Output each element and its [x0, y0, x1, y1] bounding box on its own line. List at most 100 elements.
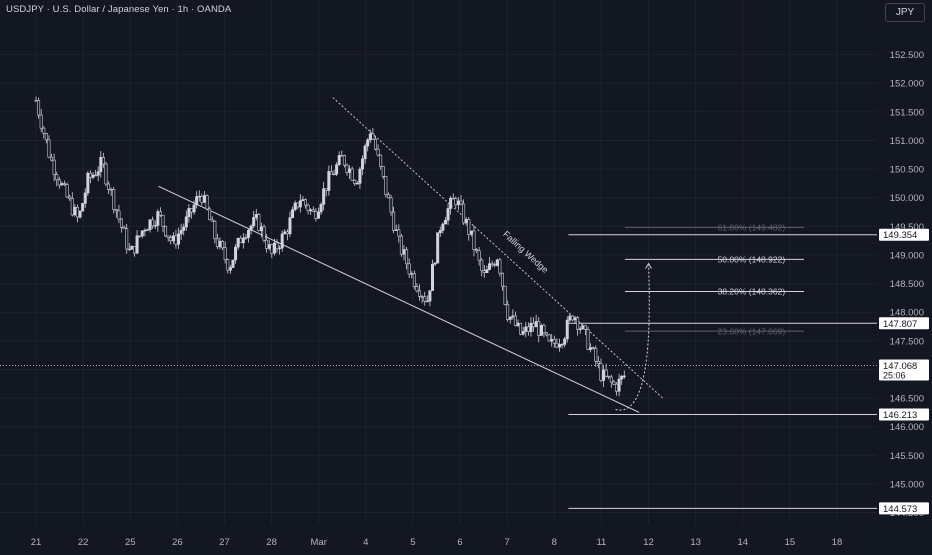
candle-body [73, 207, 77, 216]
candle-body [469, 230, 473, 235]
currency-button[interactable]: JPY [885, 3, 925, 22]
y-tick-label: 149.500 [890, 222, 924, 233]
candle-body [257, 214, 261, 231]
x-tick-label: 22 [78, 537, 89, 548]
candle-body [324, 188, 328, 191]
price-label-badge [879, 228, 929, 241]
candle-body [521, 331, 525, 335]
candle-body [81, 203, 85, 212]
candle-body [192, 204, 196, 213]
candle-body [161, 214, 165, 227]
candle-body [112, 189, 116, 210]
candle-body [609, 376, 613, 383]
candle-body [335, 164, 339, 175]
candle-body [75, 207, 79, 218]
candle-body [412, 273, 416, 287]
candle-body [34, 100, 38, 102]
candle-body [275, 242, 279, 250]
candle-body [99, 157, 103, 172]
candle-body [60, 183, 64, 186]
y-tick-label: 152.500 [890, 50, 924, 61]
y-tick-label: 145.500 [890, 451, 924, 462]
candle-body [208, 208, 212, 221]
candle-body [236, 237, 240, 248]
candle-body [244, 237, 248, 239]
candle-body [270, 244, 274, 254]
candle-body [309, 209, 313, 212]
candle-body [534, 321, 538, 328]
candle-body [342, 155, 346, 166]
candle-body [213, 220, 217, 240]
candle-body [234, 246, 238, 261]
x-tick-label: 26 [172, 537, 183, 548]
candle-body [430, 263, 434, 291]
candle-body [94, 174, 98, 177]
candle-body [526, 326, 530, 333]
x-tick-label: 25 [125, 537, 136, 548]
candles-layer [34, 96, 626, 397]
x-tick-label: 6 [457, 537, 462, 548]
candle-body [252, 217, 256, 227]
candle-body [498, 259, 502, 274]
last-price-badge [879, 359, 929, 381]
candle-body [301, 199, 305, 202]
candle-body [189, 208, 193, 213]
candle-body [563, 338, 567, 345]
x-tick-label: 21 [31, 537, 42, 548]
candle-body [68, 196, 72, 199]
candle-body [363, 145, 367, 160]
candle-body [415, 286, 419, 292]
candle-body [88, 172, 92, 178]
candle-body [345, 164, 349, 173]
y-tick-label: 146.000 [890, 422, 924, 433]
wedge-lower-trendline[interactable] [158, 185, 640, 413]
x-tick-label: 13 [690, 537, 701, 548]
y-tick-label: 146.500 [890, 394, 924, 405]
candle-body [327, 171, 331, 191]
candle-body [503, 285, 507, 305]
candle-body [278, 247, 282, 250]
candle-body [200, 195, 204, 203]
candle-body [285, 231, 289, 235]
candle-body [120, 218, 124, 228]
candle-body [267, 244, 271, 249]
candle-body [384, 176, 388, 195]
candle-body [210, 219, 214, 222]
candle-body [350, 168, 354, 181]
candle-body [542, 325, 546, 334]
candle-body [205, 195, 209, 210]
candle-body [599, 363, 603, 381]
candle-body [392, 211, 396, 231]
candle-body [449, 197, 453, 209]
projection-arrow[interactable] [615, 263, 650, 411]
candle-body [532, 322, 536, 328]
candle-body [259, 226, 263, 231]
x-tick-label: 8 [552, 537, 557, 548]
candle-body [467, 218, 471, 235]
candle-body [96, 171, 100, 176]
candle-body [151, 219, 155, 227]
candle-body [55, 174, 59, 181]
x-tick-label: 27 [219, 537, 230, 548]
candle-body [581, 325, 585, 330]
candle-body [171, 235, 175, 241]
candle-body [602, 369, 606, 381]
candle-body [125, 228, 129, 250]
candle-body [340, 155, 344, 157]
wedge-upper-trendline[interactable] [332, 97, 663, 399]
candle-body [368, 133, 372, 141]
candle-body [397, 229, 401, 237]
candle-body [37, 100, 41, 116]
candle-body [130, 246, 134, 250]
candle-body [39, 114, 43, 129]
candle-body [197, 195, 201, 198]
x-tick-label: 28 [266, 537, 277, 548]
candle-body [184, 216, 188, 228]
candle-body [228, 267, 232, 271]
candle-body [462, 203, 466, 224]
y-tick-label: 150.000 [890, 193, 924, 204]
projection-arrowhead [645, 262, 652, 269]
grid-layer [0, 0, 877, 524]
